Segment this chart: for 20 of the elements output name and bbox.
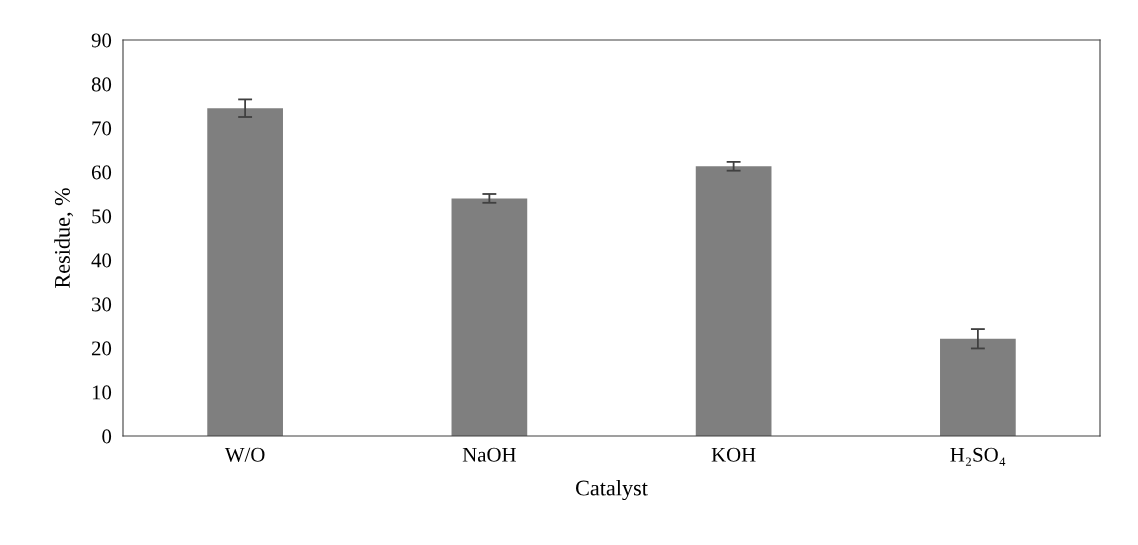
y-tick-label: 40 [91, 253, 112, 268]
y-tick-label: 90 [91, 33, 112, 48]
bar [207, 108, 283, 436]
y-tick-label: 0 [102, 429, 112, 444]
y-axis-title: Residue, % [54, 188, 74, 288]
x-tick-label: H₂SO₄ [950, 447, 1006, 466]
y-tick-label: 80 [91, 77, 112, 92]
x-tick-label: W/O [224, 447, 265, 462]
x-axis-title: Catalyst [576, 479, 648, 501]
x-tick-label: NaOH [462, 447, 516, 462]
bar [940, 338, 1016, 436]
y-tick-label: 10 [92, 385, 112, 400]
y-tick-label: 50 [92, 209, 112, 224]
bar [695, 166, 772, 436]
bar [451, 198, 528, 436]
x-tick-label: KOH [711, 447, 756, 462]
y-tick-label: 70 [92, 121, 112, 136]
y-tick-label: 20 [91, 341, 112, 356]
y-tick-label: 30 [92, 297, 112, 312]
y-tick-label: 60 [91, 165, 112, 180]
